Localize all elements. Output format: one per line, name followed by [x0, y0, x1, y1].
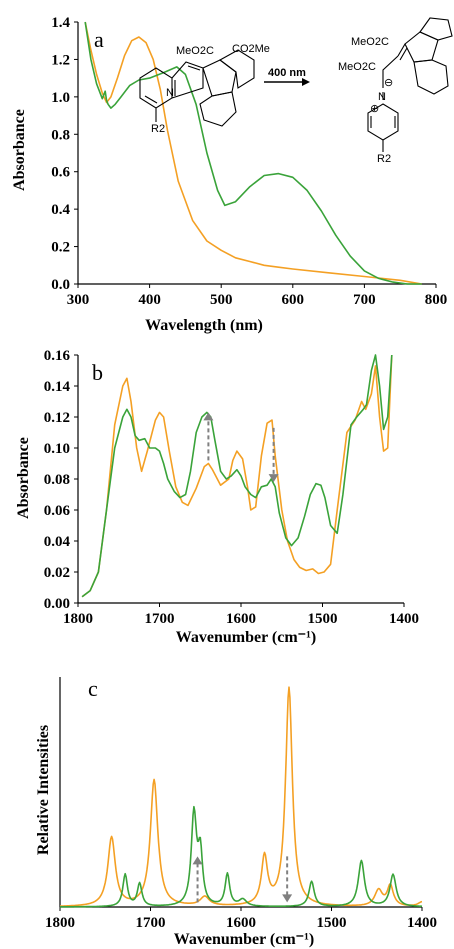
right-fluorene-top	[419, 17, 453, 41]
scheme-right-n: N	[378, 91, 386, 103]
panel-b-ytick-label: 0.04	[44, 534, 71, 550]
right-fluorene-core	[404, 31, 439, 63]
panel-b-ytick-label: 0.02	[44, 565, 70, 581]
panel-a-ytick-label: 0.6	[51, 165, 70, 181]
panel-b-label: b	[92, 360, 103, 385]
scheme-left-r2: R2	[151, 123, 165, 135]
panel-a-xtick-label: 300	[67, 292, 90, 308]
panel-b-series-orange	[81, 354, 393, 598]
reaction-scheme-labels: MeO2C CO2Me N R2 400 nm MeO2C MeO2C ⊖ N …	[151, 36, 393, 165]
panel-b-xtick-label: 1500	[308, 611, 338, 627]
panel-b-series-green	[81, 354, 393, 598]
fluorene-ring-bottom	[199, 91, 237, 127]
panel-a: 300 400 500 600 700 800 0.0 0.2 0.4 0.6 0.8 1.0 1.2 1…	[51, 15, 447, 308]
panel-b-ytick-label: 0.16	[44, 348, 71, 364]
panel-a-xtick-label: 800	[425, 292, 448, 308]
panel-a-series-green	[84, 21, 422, 285]
panel-a-ytick-label: 0.0	[51, 277, 70, 293]
panel-b-change-arrowhead	[203, 412, 214, 421]
scheme-arrow-label: 400 nm	[268, 67, 306, 79]
panel-b-xtick-label: 1800	[63, 611, 93, 627]
panel-a-series-orange	[84, 21, 422, 285]
panel-a-ytick-label: 1.4	[51, 15, 70, 31]
panel-c-series-orange	[60, 686, 423, 907]
panel-b-xlabel: Wavenumber (cm⁻¹)	[176, 629, 316, 646]
panel-b-xtick-label: 1600	[226, 611, 256, 627]
panel-b-ytick-label: 0.14	[44, 379, 71, 395]
panel-c-change-arrowhead	[282, 894, 293, 903]
panel-a-xtick-label: 600	[282, 292, 305, 308]
right-fluorene-bottom	[413, 59, 449, 95]
panel-b-ytick-label: 0.10	[44, 441, 70, 457]
panel-c-change-arrowhead	[192, 856, 203, 865]
panel-b-xtick-label: 1400	[389, 611, 419, 627]
panel-a-xlabel: Wavelength (nm)	[145, 317, 263, 334]
fluorene-core	[202, 59, 237, 97]
panel-a-label: a	[94, 27, 104, 52]
panel-c-ylabel: Relative Intensities	[35, 725, 52, 855]
panel-a-xtick-label: 700	[353, 292, 376, 308]
panel-c-xlabel: Wavenumber (cm⁻¹)	[174, 931, 314, 948]
scheme-right-sub-2: MeO2C	[338, 61, 376, 73]
panel-c-xtick-label: 1700	[136, 915, 166, 931]
reaction-scheme	[139, 17, 453, 152]
panel-a-xtick-label: 500	[210, 292, 233, 308]
panel-c-series-green	[60, 805, 423, 908]
panel-b-ytick-label: 0.08	[44, 472, 70, 488]
panel-a-ylabel: Absorbance	[11, 109, 28, 191]
panel-c-xtick-label: 1800	[45, 915, 75, 931]
panel-c: 1800 1700 1600 1500 1400	[45, 677, 437, 931]
scheme-right-cation: ⊕	[370, 103, 379, 115]
fluorene-ring-top	[218, 49, 255, 89]
panel-c-xtick-label: 1400	[407, 915, 437, 931]
panel-b-ytick-label: 0.12	[44, 410, 70, 426]
panel-c-xtick-label: 1500	[317, 915, 347, 931]
scheme-right-r2: R2	[377, 153, 391, 165]
scheme-right-anion: ⊖	[384, 77, 393, 89]
panel-a-ytick-label: 1.2	[51, 52, 70, 68]
panel-b-change-arrowhead	[268, 474, 279, 483]
scheme-right-sub-1: MeO2C	[351, 36, 389, 48]
panel-a-xtick-label: 400	[138, 292, 161, 308]
panel-b-ytick-label: 0.06	[44, 503, 71, 519]
scheme-left-sub-2: CO2Me	[232, 43, 270, 55]
panel-c-xtick-label: 1600	[226, 915, 256, 931]
panel-a-ytick-label: 0.8	[51, 127, 70, 143]
panel-b-ylabel: Absorbance	[15, 437, 32, 519]
panel-b: 1800 1700 1600 1500 1400 0.00 0.02 0.04 0.06 0.08…	[44, 348, 419, 627]
panel-a-ytick-label: 0.4	[51, 202, 70, 218]
panel-c-label: c	[88, 676, 98, 701]
panel-a-ytick-label: 0.2	[51, 240, 70, 256]
panel-b-ytick-label: 0.00	[44, 596, 70, 612]
scheme-left-sub-1: MeO2C	[176, 45, 214, 57]
panel-b-xtick-label: 1700	[145, 611, 175, 627]
scheme-left-n: N	[166, 87, 174, 99]
panel-a-ytick-label: 1.0	[51, 90, 70, 106]
